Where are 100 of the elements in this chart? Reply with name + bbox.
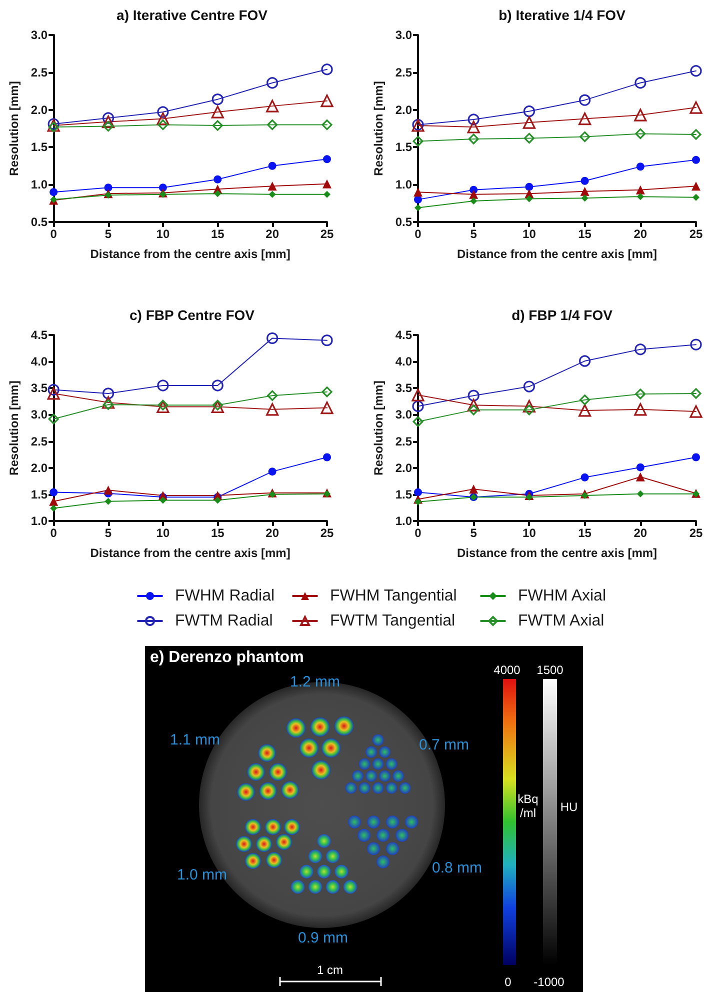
- point: [266, 403, 279, 416]
- point: [580, 186, 590, 196]
- point: [522, 400, 536, 413]
- point: [634, 77, 646, 89]
- y-tick-label: 1.5: [395, 487, 412, 502]
- legend-label: FWTM Radial: [175, 612, 273, 630]
- point: [692, 453, 700, 462]
- x-tick-label: 10: [522, 526, 536, 540]
- point: [634, 403, 647, 416]
- point: [414, 498, 422, 506]
- point: [526, 494, 533, 501]
- point: [636, 472, 645, 482]
- y-axis-title: Resolution [mm]: [371, 380, 386, 476]
- x-tick-label: 10: [522, 227, 536, 241]
- point: [320, 402, 334, 414]
- text: 0: [504, 975, 512, 990]
- text: -1000: [534, 975, 564, 990]
- y-tick-label: 4.5: [395, 328, 412, 342]
- text: 1 cm: [316, 963, 344, 978]
- point: [579, 355, 591, 367]
- point: [636, 185, 645, 194]
- point: [156, 112, 170, 126]
- y-tick-label: 2.0: [395, 460, 412, 475]
- point: [692, 156, 700, 164]
- text: 1.2 mm: [290, 673, 340, 691]
- text: 1500: [536, 663, 564, 678]
- x-tick-label: 0: [414, 526, 422, 540]
- y-axis-title: Resolution [mm]: [7, 81, 21, 176]
- point: [580, 131, 590, 142]
- point: [690, 101, 702, 114]
- legend-label: FWHM Tangential: [330, 588, 457, 604]
- point: [48, 384, 60, 396]
- point: [636, 193, 644, 200]
- point: [321, 334, 333, 346]
- point: [211, 400, 224, 414]
- point: [102, 396, 115, 409]
- x-tick-label: 25: [689, 526, 703, 540]
- point: [412, 388, 424, 402]
- legend-label: FWTM Tangential: [330, 612, 456, 630]
- y-tick-label: 3.0: [395, 408, 412, 422]
- point: [268, 490, 276, 498]
- point: [102, 388, 114, 400]
- point: [523, 380, 535, 392]
- x-tick-label: 15: [210, 227, 225, 241]
- text: 0.7 mm: [418, 736, 470, 754]
- chart-title: d) FBP 1/4 FOV: [512, 307, 614, 323]
- y-tick-label: 2.0: [395, 102, 412, 117]
- point: [525, 182, 534, 191]
- point: [469, 484, 478, 494]
- point: [470, 198, 478, 205]
- text: HU: [560, 800, 578, 815]
- y-tick-label: 0.5: [395, 215, 412, 229]
- point: [414, 196, 422, 204]
- point: [158, 400, 168, 410]
- point: [580, 394, 590, 406]
- point: [414, 188, 422, 197]
- y-tick-label: 3.0: [30, 408, 48, 422]
- y-tick-label: 3.0: [30, 28, 48, 42]
- point: [48, 122, 59, 132]
- point: [634, 108, 647, 122]
- point: [104, 498, 112, 505]
- text: e) Derenzo phantom: [150, 649, 304, 667]
- x-tick-label: 20: [266, 227, 280, 241]
- point: [412, 416, 424, 427]
- y-tick-label: 3.0: [395, 28, 412, 42]
- y-tick-label: 4.0: [30, 354, 48, 369]
- point: [267, 390, 278, 401]
- y-tick-label: 1.5: [30, 140, 48, 154]
- x-tick-label: 5: [470, 526, 478, 540]
- point: [266, 77, 278, 89]
- point: [320, 94, 334, 108]
- x-tick-label: 20: [634, 227, 648, 241]
- x-tick-label: 20: [266, 526, 280, 540]
- chart-title: b) Iterative 1/4 FOV: [498, 7, 626, 23]
- point: [522, 116, 536, 129]
- x-tick-label: 10: [156, 227, 170, 241]
- legend-label: FWTM Axial: [518, 612, 604, 630]
- point: [324, 190, 330, 198]
- point: [579, 94, 591, 106]
- point: [49, 496, 58, 506]
- point: [48, 414, 59, 424]
- point: [690, 65, 702, 77]
- point: [268, 182, 277, 191]
- x-axis-title: Distance from the centre axis [mm]: [456, 546, 658, 560]
- point: [159, 496, 166, 504]
- x-tick-label: 10: [156, 526, 170, 540]
- point: [524, 132, 534, 144]
- point: [268, 190, 276, 198]
- y-axis-title: Resolution [mm]: [371, 81, 386, 176]
- x-tick-label: 15: [578, 227, 592, 241]
- x-axis-title: Distance from the centre axis [mm]: [90, 247, 290, 261]
- point: [523, 106, 535, 118]
- legend-label: FWHM Radial: [175, 588, 275, 604]
- point: [266, 100, 279, 112]
- point: [414, 204, 422, 212]
- y-axis-title: Resolution [mm]: [7, 380, 21, 476]
- point: [467, 398, 480, 412]
- point: [635, 128, 646, 140]
- point: [690, 405, 702, 418]
- text: kBq /ml: [516, 792, 540, 821]
